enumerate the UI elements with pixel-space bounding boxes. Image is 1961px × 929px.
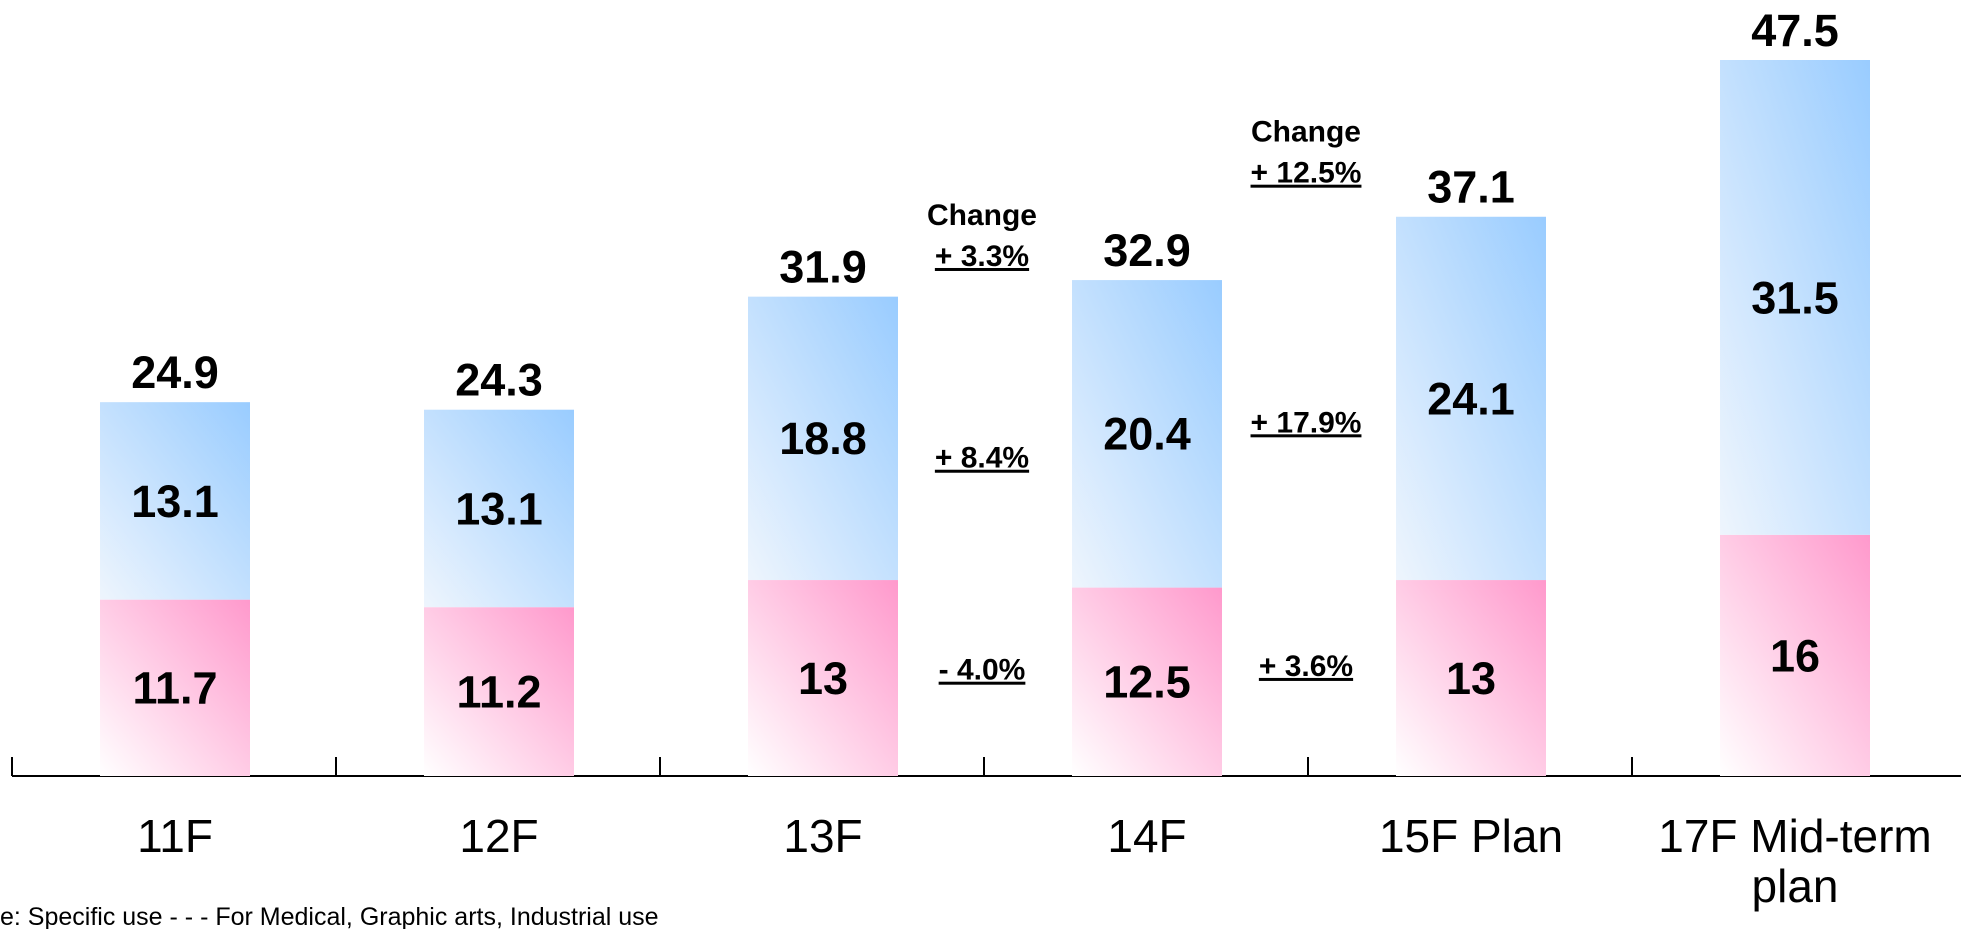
annotation-header: Change xyxy=(1251,116,1361,149)
value-label: 12.5 xyxy=(1103,657,1191,708)
value-label: 18.8 xyxy=(779,413,867,464)
total-label: 24.9 xyxy=(131,347,219,398)
value-label: 20.4 xyxy=(1103,409,1191,460)
bar-segment xyxy=(1072,280,1222,588)
annotation-top: + 17.9% xyxy=(1251,406,1362,439)
x-tick-label: 17F Mid-term plan xyxy=(1658,810,1932,912)
total-label: 47.5 xyxy=(1751,5,1839,56)
annotation-header: Change xyxy=(927,199,1037,232)
footnote: e: Specific use - - - For Medical, Graph… xyxy=(0,903,659,929)
value-label: 11.2 xyxy=(456,666,541,717)
bar-segment xyxy=(1396,216,1546,581)
value-label: 16 xyxy=(1770,630,1820,681)
bar-segment xyxy=(1396,580,1546,776)
bar-segment xyxy=(100,402,250,600)
bar-segment xyxy=(424,409,574,608)
bar-segment xyxy=(424,607,574,776)
value-label: 13 xyxy=(798,653,848,704)
bar-segment xyxy=(748,580,898,776)
annotation-bottom: + 3.6% xyxy=(1259,650,1353,683)
value-label: 11.7 xyxy=(132,663,217,714)
total-label: 32.9 xyxy=(1103,225,1191,276)
x-tick-label: 12F xyxy=(459,810,539,862)
bar-segment xyxy=(100,599,250,776)
x-tick-label: 15F Plan xyxy=(1378,810,1564,862)
x-tick-label: 14F xyxy=(1107,810,1187,862)
x-tick-label: 13F xyxy=(783,810,863,862)
bar-segment xyxy=(1072,587,1222,776)
annotation-bottom: - 4.0% xyxy=(939,654,1026,687)
annotation-total: + 12.5% xyxy=(1251,157,1362,190)
total-label: 24.3 xyxy=(455,355,543,406)
bar-segment xyxy=(1720,60,1870,535)
value-label: 13.1 xyxy=(455,483,543,534)
bar-segment xyxy=(748,296,898,581)
value-label: 13 xyxy=(1446,653,1496,704)
total-label: 37.1 xyxy=(1427,162,1515,213)
x-tick-label: 11F xyxy=(137,810,213,862)
total-label: 31.9 xyxy=(779,242,867,293)
value-label: 31.5 xyxy=(1751,272,1839,323)
bar-segment xyxy=(1720,534,1870,776)
value-label: 13.1 xyxy=(131,476,219,527)
annotation-total: + 3.3% xyxy=(935,240,1029,273)
annotation-top: + 8.4% xyxy=(935,442,1029,475)
value-label: 24.1 xyxy=(1427,373,1515,424)
